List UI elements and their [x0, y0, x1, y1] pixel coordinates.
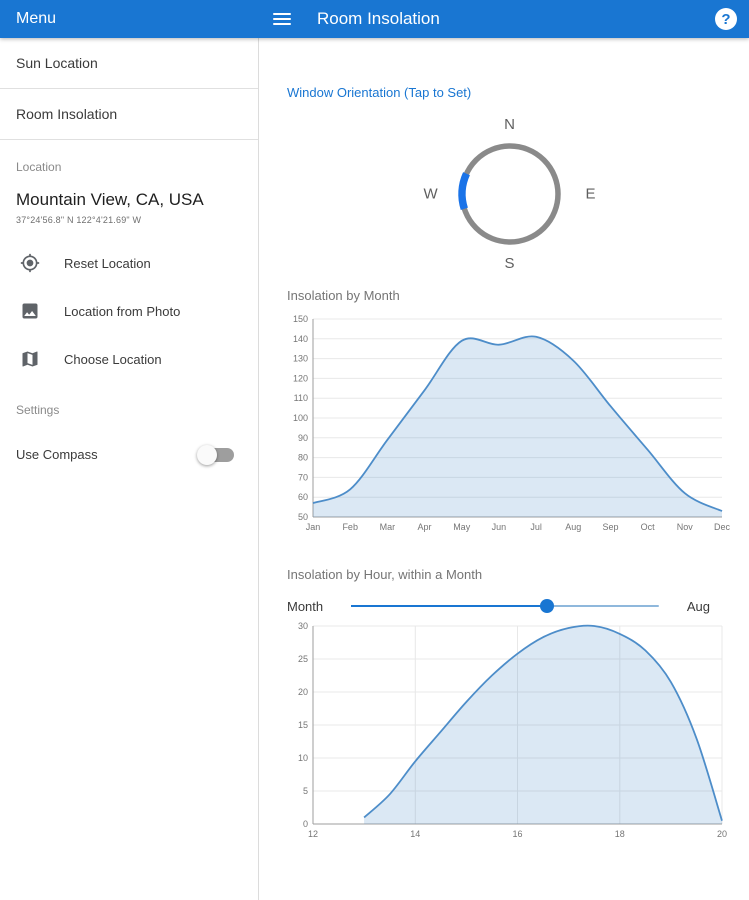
- location-place: Mountain View, CA, USA: [16, 190, 204, 209]
- sidebar-item-sun-location[interactable]: Sun Location: [0, 38, 258, 88]
- svg-text:Aug: Aug: [565, 522, 581, 532]
- sidebar-item-room-insolation[interactable]: Room Insolation: [0, 89, 258, 139]
- svg-text:Mar: Mar: [380, 522, 396, 532]
- use-compass-label: Use Compass: [16, 447, 98, 462]
- choose-location-button[interactable]: Choose Location: [0, 335, 258, 383]
- month-slider[interactable]: [351, 598, 659, 614]
- help-glyph: ?: [721, 10, 731, 28]
- compass-east-label: E: [585, 185, 596, 203]
- insolation-by-month-chart: 50 60 70 80 90 100 110 120 130 140 150 Jan Feb Mar Apr…: [293, 314, 731, 532]
- divider: [0, 88, 258, 89]
- svg-text:50: 50: [298, 512, 308, 522]
- sidebar: Sun Location Room Insolation Location Mo…: [0, 38, 259, 900]
- page-title: Room Insolation: [317, 9, 440, 28]
- svg-text:10: 10: [298, 753, 308, 763]
- window-orientation-link[interactable]: Window Orientation (Tap to Set): [287, 85, 472, 100]
- svg-text:Dec: Dec: [714, 522, 731, 532]
- svg-text:Sep: Sep: [602, 522, 618, 532]
- compass-north-label: N: [504, 116, 515, 133]
- slider-active-track: [351, 605, 547, 607]
- svg-text:100: 100: [293, 413, 308, 423]
- sidebar-item-label: Room Insolation: [16, 106, 118, 122]
- app-bar: Menu Room Insolation ?: [0, 0, 749, 38]
- compass-west-label: W: [423, 185, 438, 203]
- svg-text:90: 90: [298, 433, 308, 443]
- svg-text:Apr: Apr: [417, 522, 431, 532]
- svg-text:14: 14: [410, 829, 420, 839]
- svg-text:Jan: Jan: [306, 522, 321, 532]
- sidebar-item-label: Sun Location: [16, 55, 98, 71]
- drawer-title: Menu: [16, 10, 57, 27]
- slider-value-label: Aug: [686, 598, 710, 614]
- svg-text:5: 5: [303, 786, 308, 796]
- svg-text:60: 60: [298, 492, 308, 502]
- drawer-header: Menu: [0, 0, 259, 38]
- action-label: Reset Location: [64, 255, 151, 271]
- svg-text:15: 15: [298, 720, 308, 730]
- reset-location-button[interactable]: Reset Location: [0, 239, 258, 287]
- svg-text:Oct: Oct: [641, 522, 656, 532]
- svg-text:Jun: Jun: [492, 522, 507, 532]
- svg-text:0: 0: [303, 819, 308, 829]
- location-section-label: Location: [16, 160, 62, 174]
- svg-text:16: 16: [512, 829, 522, 839]
- svg-text:130: 130: [293, 354, 308, 364]
- location-actions: Reset Location Location from Photo Choos…: [0, 239, 258, 383]
- divider: [0, 139, 258, 140]
- compass-dial[interactable]: [455, 139, 565, 249]
- photo-icon: [22, 303, 38, 319]
- content: Sun Location Room Insolation Location Mo…: [0, 38, 749, 900]
- svg-text:Jul: Jul: [530, 522, 542, 532]
- svg-text:25: 25: [298, 654, 308, 664]
- slider-left-label: Month: [287, 598, 324, 614]
- gps-fixed-icon: [20, 253, 40, 273]
- svg-text:20: 20: [717, 829, 727, 839]
- svg-text:Feb: Feb: [342, 522, 358, 532]
- svg-text:May: May: [453, 522, 471, 532]
- window-orientation-arc: [457, 172, 470, 210]
- svg-text:18: 18: [615, 829, 625, 839]
- compass[interactable]: N E S W: [422, 116, 598, 272]
- use-compass-toggle[interactable]: [197, 444, 234, 465]
- svg-text:110: 110: [294, 393, 308, 403]
- svg-text:Nov: Nov: [677, 522, 694, 532]
- hour-chart-title: Insolation by Hour, within a Month: [287, 567, 483, 582]
- compass-south-label: S: [504, 255, 515, 272]
- settings-section-label: Settings: [16, 403, 60, 417]
- map-icon: [22, 351, 38, 367]
- svg-text:12: 12: [308, 829, 318, 839]
- action-label: Location from Photo: [64, 303, 181, 319]
- toolbar: Room Insolation ?: [259, 0, 749, 38]
- svg-text:120: 120: [293, 373, 308, 383]
- svg-text:140: 140: [293, 334, 308, 344]
- svg-text:20: 20: [298, 687, 308, 697]
- location-from-photo-button[interactable]: Location from Photo: [0, 287, 258, 335]
- toggle-thumb: [197, 444, 217, 465]
- use-compass-row: Use Compass: [0, 417, 258, 465]
- svg-text:80: 80: [298, 453, 308, 463]
- insolation-by-hour-chart: 0 5 10 15 20 25 30 12 14 16 18 20: [298, 621, 727, 839]
- month-slider-row: Month Aug: [287, 598, 732, 614]
- month-chart-title: Insolation by Month: [287, 288, 400, 303]
- menu-icon[interactable]: [267, 7, 297, 31]
- main-panel: Window Orientation (Tap to Set) N E S W …: [259, 38, 749, 900]
- compass-ring: [458, 143, 561, 245]
- action-label: Choose Location: [64, 351, 162, 367]
- svg-text:70: 70: [298, 472, 308, 482]
- svg-text:30: 30: [298, 621, 308, 631]
- help-icon[interactable]: ?: [715, 8, 737, 30]
- svg-text:150: 150: [293, 314, 308, 324]
- slider-thumb[interactable]: [539, 599, 554, 613]
- location-coordinates: 37°24'56.8" N 122°4'21.69" W: [16, 215, 142, 225]
